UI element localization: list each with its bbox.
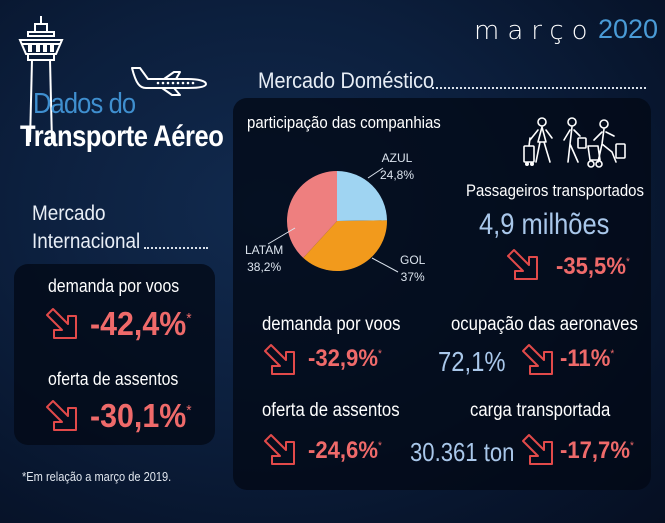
cargo-label: carga transportada (470, 400, 611, 421)
occupancy-change: -11%* (560, 345, 615, 372)
pie-label-latam: LATAM 38,2% (245, 242, 283, 276)
cargo-value: 30.361 ton (410, 437, 515, 467)
international-heading-line1: Mercado (32, 202, 106, 225)
dom-seats-change: -24,6%* (308, 437, 382, 464)
pie-label-latam-pct: 38,2% (247, 260, 282, 274)
travelers-icon (520, 116, 628, 175)
leader-line-azul (367, 167, 384, 179)
occupancy-value: 72,1% (438, 346, 506, 377)
down-arrow-icon (520, 342, 556, 378)
pie-label-azul-pct: 24,8% (380, 168, 415, 182)
passengers-change: -35,5%* (556, 253, 630, 280)
pie-slice-gol (303, 220, 387, 271)
share-pie-chart (284, 168, 390, 279)
passengers-label: Passageiros transportados (466, 181, 644, 200)
down-arrow-icon (44, 398, 80, 434)
dom-demand-label: demanda por voos (262, 314, 401, 335)
pie-label-gol-pct: 37% (400, 270, 425, 284)
leader-line-gol (371, 257, 399, 273)
pie-slice-latam (287, 171, 337, 258)
pie-slice-azul (337, 171, 387, 221)
down-arrow-icon (44, 306, 80, 342)
intl-demand-label: demanda por voos (48, 276, 180, 296)
dotted-divider (144, 247, 208, 249)
domestic-heading: Mercado Doméstico (258, 68, 435, 93)
down-arrow-icon (262, 342, 298, 378)
passengers-value: 4,9 milhões (479, 208, 610, 241)
control-tower-icon (16, 14, 66, 149)
title-line-2: Transporte Aéreo (20, 120, 224, 153)
intl-seats-value: -30,1%* (90, 397, 192, 434)
dom-demand-change: -32,9%* (308, 345, 382, 372)
airplane-icon (128, 62, 210, 101)
occupancy-label: ocupação das aeronaves (451, 314, 638, 335)
pie-label-gol: GOL 37% (400, 252, 425, 286)
pie-label-azul: AZUL 24,8% (380, 150, 414, 184)
title-line-1: Dados do (33, 88, 136, 120)
cargo-change: -17,7%* (560, 437, 634, 464)
pie-label-latam-name: LATAM (245, 243, 284, 257)
down-arrow-icon (262, 432, 298, 468)
international-heading-line2: Internacional (32, 230, 141, 253)
leader-line-latam (267, 227, 296, 245)
down-arrow-icon (520, 432, 556, 468)
international-panel (14, 264, 215, 445)
pie-label-gol-name: GOL (400, 253, 426, 267)
share-title: participação das companhias (247, 113, 441, 132)
dom-seats-label: oferta de assentos (262, 400, 400, 421)
down-arrow-icon (505, 247, 541, 283)
dotted-divider (432, 87, 646, 89)
year-label: 2020 (598, 14, 659, 44)
intl-seats-label: oferta de assentos (48, 369, 179, 389)
pie-label-azul-name: AZUL (381, 151, 413, 165)
month-label: março (474, 16, 596, 46)
domestic-panel (233, 98, 651, 490)
intl-demand-value: -42,4%* (90, 305, 192, 342)
footnote: *Em relação a março de 2019. (22, 469, 172, 484)
